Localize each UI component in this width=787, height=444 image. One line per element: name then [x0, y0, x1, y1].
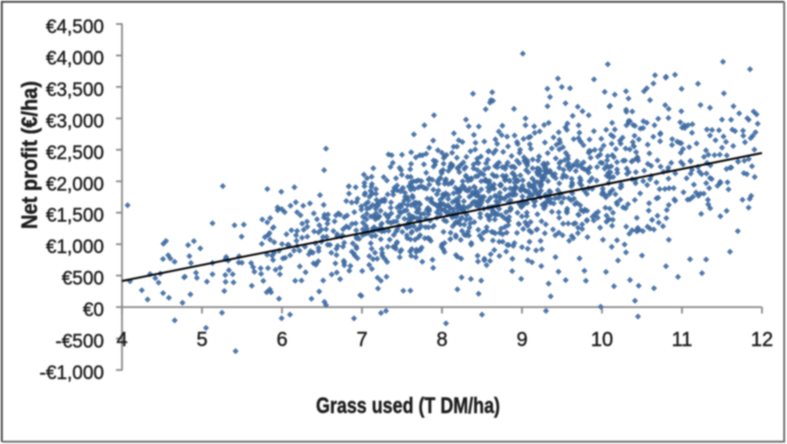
svg-text:Grass used (T DM/ha): Grass used (T DM/ha)	[316, 393, 500, 418]
svg-text:6: 6	[276, 329, 287, 351]
svg-text:€4,500: €4,500	[46, 17, 104, 38]
svg-text:€2,500: €2,500	[46, 143, 104, 164]
svg-text:4: 4	[116, 329, 127, 351]
svg-text:-€500: -€500	[55, 332, 104, 353]
svg-text:€0: €0	[83, 300, 104, 321]
svg-text:€500: €500	[62, 269, 104, 290]
svg-text:8: 8	[436, 329, 447, 351]
svg-text:11: 11	[672, 329, 693, 351]
svg-text:€1,500: €1,500	[46, 206, 104, 227]
svg-text:7: 7	[356, 329, 367, 351]
svg-text:5: 5	[196, 329, 207, 351]
svg-text:-€1,000: -€1,000	[40, 363, 104, 384]
svg-text:€2,000: €2,000	[46, 174, 104, 195]
svg-text:12: 12	[751, 329, 773, 351]
svg-text:10: 10	[591, 329, 613, 351]
svg-text:€3,500: €3,500	[46, 80, 104, 101]
svg-text:Net profit (€/ha): Net profit (€/ha)	[17, 81, 42, 229]
svg-text:€3,000: €3,000	[46, 111, 104, 132]
svg-text:€1,000: €1,000	[46, 237, 104, 258]
svg-text:9: 9	[516, 329, 527, 351]
svg-text:€4,000: €4,000	[46, 49, 104, 70]
